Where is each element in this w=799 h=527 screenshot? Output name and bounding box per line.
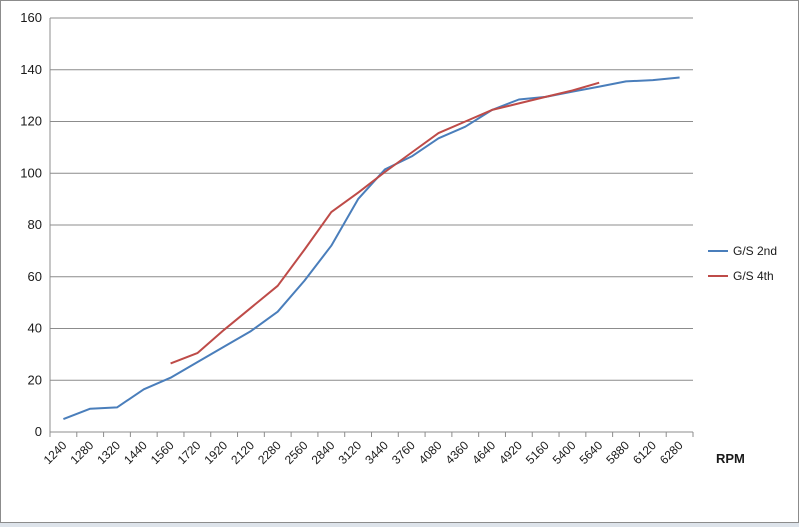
y-tick-label: 140 bbox=[20, 62, 42, 77]
legend-label: G/S 4th bbox=[733, 269, 774, 283]
series-line-1 bbox=[63, 76, 680, 421]
bottom-strip bbox=[0, 523, 799, 527]
x-tick-label: 4640 bbox=[469, 438, 498, 467]
x-tick-label: 1280 bbox=[68, 438, 97, 467]
y-tick-label: 100 bbox=[20, 165, 42, 180]
x-tick-label: 5160 bbox=[523, 438, 552, 467]
x-tick-label: 2280 bbox=[255, 438, 284, 467]
x-tick-label: 4920 bbox=[496, 438, 525, 467]
x-tick-label: 6120 bbox=[630, 438, 659, 467]
legend-label: G/S 2nd bbox=[733, 244, 777, 258]
x-tick-label: 5640 bbox=[577, 438, 606, 467]
x-tick-label: 5400 bbox=[550, 438, 579, 467]
y-tick-label: 20 bbox=[28, 372, 42, 387]
x-tick-label: 2560 bbox=[282, 438, 311, 467]
x-axis-title: RPM bbox=[716, 451, 745, 466]
y-tick-label: 40 bbox=[28, 321, 42, 336]
x-tick-label: 1240 bbox=[41, 438, 70, 467]
x-tick-label: 1320 bbox=[94, 438, 123, 467]
x-tick-label: 4360 bbox=[443, 438, 472, 467]
y-tick-label: 80 bbox=[28, 217, 42, 232]
x-tick-label: 2840 bbox=[309, 438, 338, 467]
x-tick-label: 6280 bbox=[657, 438, 686, 467]
x-tick-label: 5880 bbox=[603, 438, 632, 467]
x-tick-label: 2120 bbox=[228, 438, 257, 467]
y-axis: 0 20 40 60 80 100 120 140 160 bbox=[20, 10, 51, 439]
y-tick-label: 0 bbox=[35, 424, 42, 439]
x-tick-label: 1920 bbox=[201, 438, 230, 467]
grid-lines bbox=[50, 17, 693, 433]
x-tick-label: 1560 bbox=[148, 438, 177, 467]
x-tick-label: 3760 bbox=[389, 438, 418, 467]
series-lines bbox=[63, 76, 680, 421]
x-axis: 1240128013201440156017201920212022802560… bbox=[41, 432, 694, 467]
x-tick-label: 1720 bbox=[175, 438, 204, 467]
x-tick-label: 4080 bbox=[416, 438, 445, 467]
y-tick-label: 160 bbox=[20, 10, 42, 25]
x-tick-label: 3120 bbox=[335, 438, 364, 467]
x-tick-label: 1440 bbox=[121, 438, 150, 467]
legend: G/S 2nd G/S 4th bbox=[708, 244, 777, 283]
x-tick-label: 3440 bbox=[362, 438, 391, 467]
y-tick-label: 120 bbox=[20, 114, 42, 129]
y-tick-label: 60 bbox=[28, 269, 42, 284]
series-line-2 bbox=[170, 81, 600, 365]
